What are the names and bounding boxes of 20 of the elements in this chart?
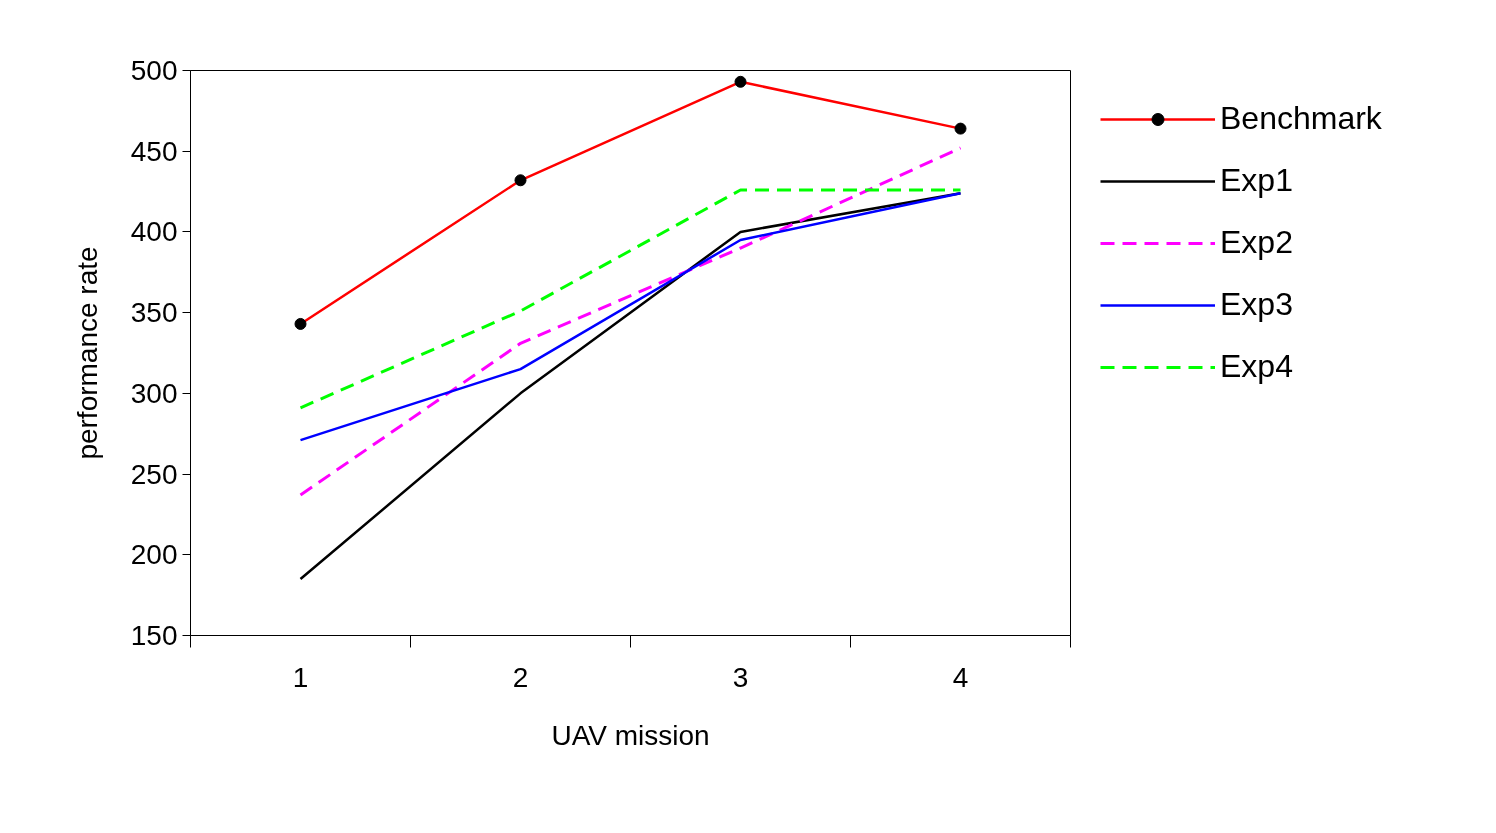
x-tick-label: 1 bbox=[292, 661, 309, 693]
x-axis-title: UAV mission bbox=[551, 719, 710, 751]
x-tick-label: 4 bbox=[952, 661, 969, 693]
y-tick-label: 450 bbox=[130, 135, 178, 167]
legend-label: Exp3 bbox=[1220, 286, 1293, 323]
line-series bbox=[299, 146, 962, 497]
legend-label: Exp4 bbox=[1220, 348, 1293, 385]
x-tick-label: 3 bbox=[732, 661, 749, 693]
y-tick-label: 200 bbox=[130, 539, 178, 571]
legend-label: Exp2 bbox=[1220, 224, 1293, 261]
x-tick-label: 2 bbox=[512, 661, 529, 693]
y-tick-label: 350 bbox=[130, 297, 178, 329]
legend-label: Exp1 bbox=[1220, 162, 1293, 199]
y-tick-label: 250 bbox=[130, 458, 178, 490]
y-tick-label: 300 bbox=[130, 377, 178, 409]
legend-label: Benchmark bbox=[1220, 100, 1382, 137]
y-tick-label: 150 bbox=[130, 620, 178, 651]
y-tick-label: 500 bbox=[130, 55, 178, 86]
y-axis-title: performance rate bbox=[71, 246, 103, 460]
y-tick-label: 400 bbox=[130, 216, 178, 248]
